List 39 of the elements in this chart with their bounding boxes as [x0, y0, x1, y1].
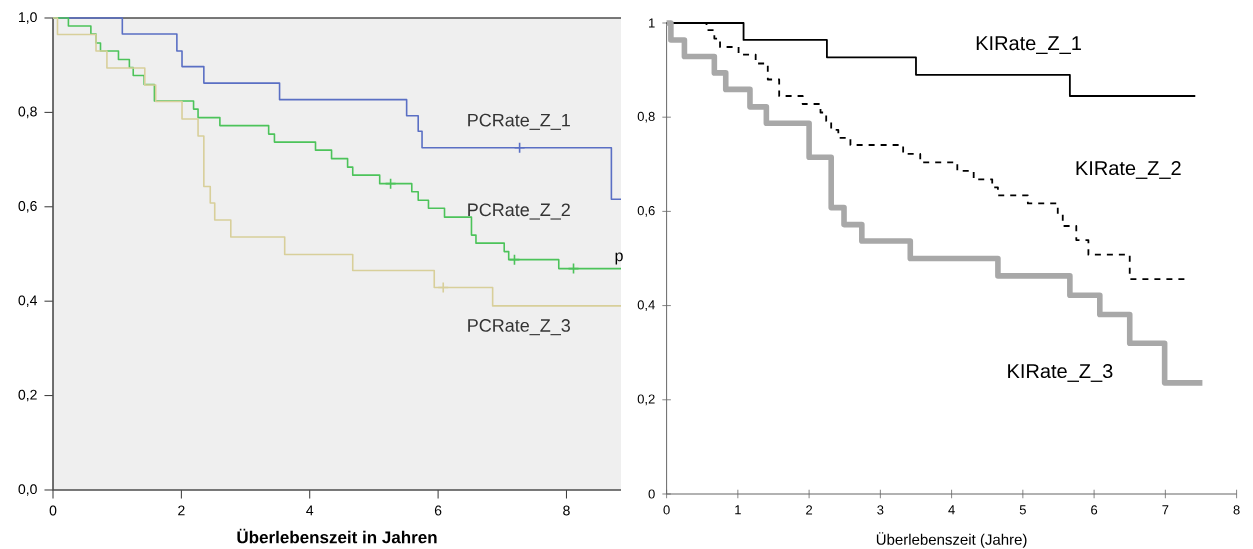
- x-tick-label: 4: [306, 505, 314, 516]
- x-tick-label: 2: [178, 505, 185, 516]
- y-tick-label: 1: [649, 18, 655, 28]
- y-tick-label: 0,4: [637, 300, 655, 311]
- series-label: PCRate_Z_3: [468, 319, 570, 336]
- series-label: PCRate_Z_1: [468, 113, 570, 130]
- series-label: PCRate_Z_2: [468, 203, 570, 220]
- point: [508, 253, 521, 266]
- x-tick-label: 6: [1091, 505, 1098, 515]
- series-label: KIRate_Z_1: [976, 36, 1081, 54]
- y-tick-label: 0,0: [18, 484, 37, 496]
- x-tick-label: 0: [49, 505, 57, 516]
- x-tick-label: 8: [563, 505, 570, 516]
- y-tick-label: 0,8: [18, 106, 37, 119]
- x-tick-label: 1: [735, 505, 741, 515]
- y-tick-label: 0,2: [637, 394, 655, 406]
- y-tick-label: 0,6: [637, 206, 655, 217]
- point: [567, 262, 580, 275]
- x-axis-title: Überlebenszeit in Jahren: [237, 528, 437, 544]
- y-tick-label: 0,4: [18, 295, 37, 307]
- point: [384, 177, 397, 190]
- y-tick-label: 0,6: [18, 201, 37, 213]
- y-tick-label: 1,0: [19, 12, 37, 24]
- x-tick-label: 0: [663, 505, 670, 515]
- y-axis-title: p: [615, 252, 623, 265]
- x-tick-label: 5: [1019, 505, 1026, 515]
- x-tick-label: 3: [877, 505, 884, 515]
- x-tick-label: 8: [1233, 505, 1240, 515]
- series-label: KIRate_Z_3: [1008, 363, 1113, 382]
- x-tick-label: 2: [806, 505, 813, 515]
- x-axis-title: Überlebenszeit (Jahre): [876, 532, 1027, 548]
- y-tick-label: 0: [648, 489, 655, 499]
- y-tick-label: 0,2: [18, 389, 37, 402]
- y-tick-label: 0,8: [637, 111, 655, 123]
- x-tick-label: 4: [948, 505, 955, 515]
- series-label: KIRate_Z_2: [1076, 160, 1181, 179]
- x-tick-label: 7: [1162, 505, 1169, 515]
- x-tick-label: 6: [434, 505, 442, 516]
- point: [513, 141, 526, 154]
